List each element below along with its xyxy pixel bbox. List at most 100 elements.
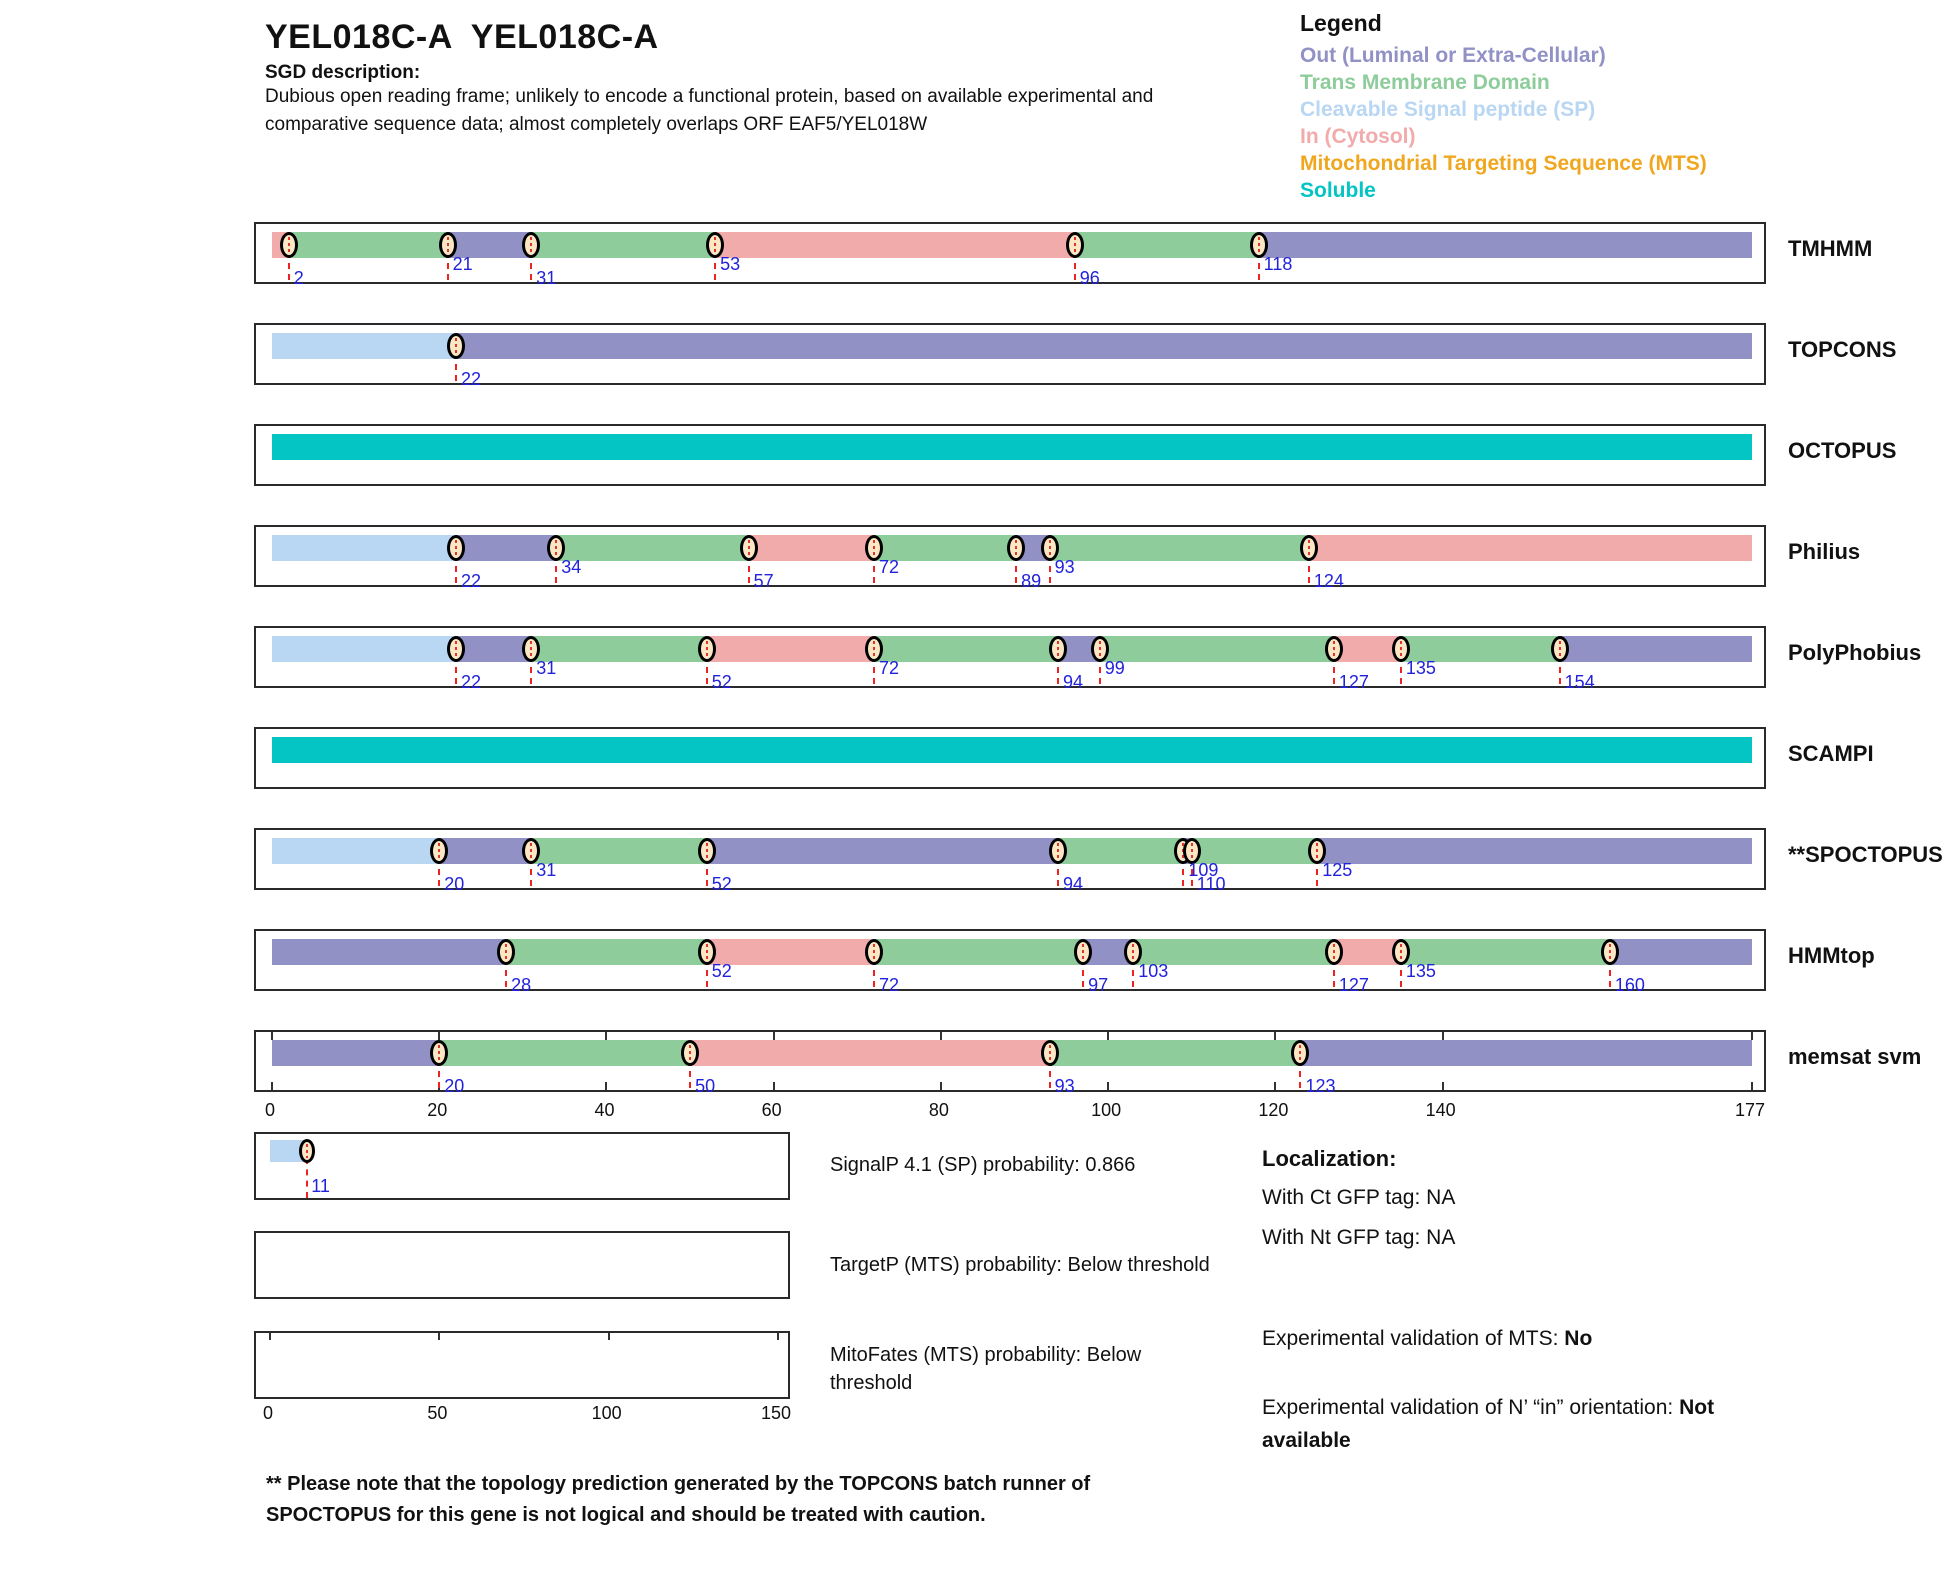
segment-in	[706, 636, 875, 662]
segment-soluble	[272, 737, 1752, 763]
boundary-line	[1190, 858, 1193, 886]
boundary-label-tmhmm-21: 21	[452, 254, 473, 274]
boundary-line	[1399, 656, 1402, 684]
targetp-panel	[254, 1231, 790, 1299]
boundary-label-philius-89: 89	[1021, 571, 1042, 591]
boundary-line	[873, 656, 876, 684]
segment-out	[1559, 636, 1752, 662]
boundary-label-polyphobius-94: 94	[1062, 672, 1084, 692]
segment-out	[1317, 838, 1752, 864]
boundary-line	[1399, 959, 1402, 987]
segment-tm	[1074, 232, 1259, 258]
boundary-line	[705, 959, 708, 987]
boundary-line	[689, 1060, 692, 1088]
segment-out	[439, 838, 532, 864]
boundary-line	[454, 656, 457, 684]
boundary-label-spoctopus-31: 31	[536, 860, 557, 880]
boundary-label-tmhmm-2: 2	[293, 268, 304, 288]
sgd-description-label: SGD description:	[265, 62, 421, 83]
marker-polyphobius-154	[1550, 636, 1569, 662]
segment-in	[690, 1040, 1050, 1066]
segment-tm	[531, 838, 707, 864]
marker-philius-22	[446, 535, 465, 561]
signalp-panel: 11	[254, 1132, 790, 1200]
orientation-validation-line-1: Experimental validation of N’ “in” orien…	[1262, 1396, 1714, 1420]
track-box-philius: 22 34 57 72 89 93 124	[254, 525, 1766, 591]
marker-memsat-svm-93	[1040, 1040, 1059, 1066]
segment-out	[1609, 939, 1752, 965]
marker-polyphobius-22	[446, 636, 465, 662]
sequence-axis-label-100: 100	[1091, 1100, 1122, 1120]
segment-tm	[531, 232, 716, 258]
boundary-line	[446, 252, 449, 280]
mts-validation-value: No	[1564, 1327, 1593, 1350]
boundary-label-memsat-svm-20: 20	[444, 1076, 465, 1096]
boundary-label-philius-34: 34	[561, 557, 582, 577]
boundary-label-hmmtop-127: 127	[1338, 975, 1369, 995]
marker-tmhmm-31	[522, 232, 541, 258]
boundary-line	[438, 858, 441, 886]
segment-tm	[288, 232, 448, 258]
boundary-label-tmhmm-31: 31	[536, 268, 557, 288]
boundary-line	[1082, 959, 1085, 987]
mitofates-axis-label-0: 0	[262, 1403, 274, 1423]
segment-tm	[531, 636, 707, 662]
boundary-label-spoctopus-20: 20	[444, 874, 465, 894]
sequence-axis-label-20: 20	[427, 1100, 448, 1120]
boundary-line	[530, 252, 533, 280]
segment-out	[455, 535, 557, 561]
boundary-line	[873, 555, 876, 583]
boundary-line	[530, 656, 533, 684]
mitofates-caption-line-1: MitoFates (MTS) probability: Below	[830, 1344, 1142, 1366]
marker-tmhmm-96	[1065, 232, 1084, 258]
sequence-axis-label-40: 40	[594, 1100, 615, 1120]
ruler-tick-top	[438, 1032, 441, 1040]
ruler-tick-top	[605, 1032, 608, 1040]
track-label-spoctopus: **SPOCTOPUS	[1788, 842, 1943, 867]
boundary-line	[1332, 656, 1335, 684]
segment-tm	[1191, 838, 1318, 864]
mts-validation-line: Experimental validation of MTS: No	[1262, 1327, 1592, 1351]
marker-philius-34	[547, 535, 566, 561]
segment-in	[748, 535, 875, 561]
marker-spoctopus-110	[1182, 838, 1201, 864]
sgd-description-line-2: comparative sequence data; almost comple…	[265, 114, 928, 135]
track-box-tmhmm: 2 21 31 53 96 118	[254, 222, 1766, 288]
ruler-tick-bottom	[772, 1082, 775, 1090]
boundary-line	[1182, 858, 1185, 886]
signalp-caption: SignalP 4.1 (SP) probability: 0.866	[830, 1154, 1136, 1176]
marker-philius-93	[1040, 535, 1059, 561]
boundary-label-philius-72: 72	[879, 557, 900, 577]
legend-item-in: In (Cytosol)	[1300, 125, 1416, 148]
localization-title: Localization:	[1262, 1146, 1397, 1171]
marker-spoctopus-52	[697, 838, 716, 864]
marker-topcons-22	[446, 333, 465, 359]
sequence-axis-label-140: 140	[1425, 1100, 1456, 1120]
segment-out	[1300, 1040, 1752, 1066]
boundary-label-hmmtop-72: 72	[879, 975, 900, 995]
marker-hmmtop-135	[1391, 939, 1410, 965]
mitofates-tick-50	[438, 1333, 441, 1340]
orientation-validation-value-1: Not	[1679, 1396, 1715, 1419]
ruler-tick-bottom	[1441, 1082, 1444, 1090]
segment-in	[1308, 535, 1752, 561]
boundary-line	[1056, 858, 1059, 886]
boundary-line	[714, 252, 717, 280]
legend-item-mts: Mitochondrial Targeting Sequence (MTS)	[1300, 152, 1707, 175]
ruler-tick-bottom	[605, 1082, 608, 1090]
boundary-label-tmhmm-118: 118	[1263, 254, 1293, 274]
boundary-line	[1608, 959, 1611, 987]
marker-memsat-svm-123	[1291, 1040, 1310, 1066]
boundary-label-hmmtop-103: 103	[1138, 961, 1169, 981]
marker-polyphobius-127	[1324, 636, 1343, 662]
signalp-sp-segment	[270, 1140, 308, 1162]
boundary-label-spoctopus-109: 109	[1188, 860, 1219, 880]
page-title: YEL018C-A YEL018C-A	[265, 18, 659, 56]
boundary-line	[505, 959, 508, 987]
boundary-label-hmmtop-160: 160	[1614, 975, 1645, 995]
boundary-line	[530, 858, 533, 886]
ruler-tick-bottom	[1107, 1082, 1110, 1090]
ruler-tick-top	[1441, 1032, 1444, 1040]
marker-tmhmm-2	[279, 232, 298, 258]
boundary-line	[1073, 252, 1076, 280]
